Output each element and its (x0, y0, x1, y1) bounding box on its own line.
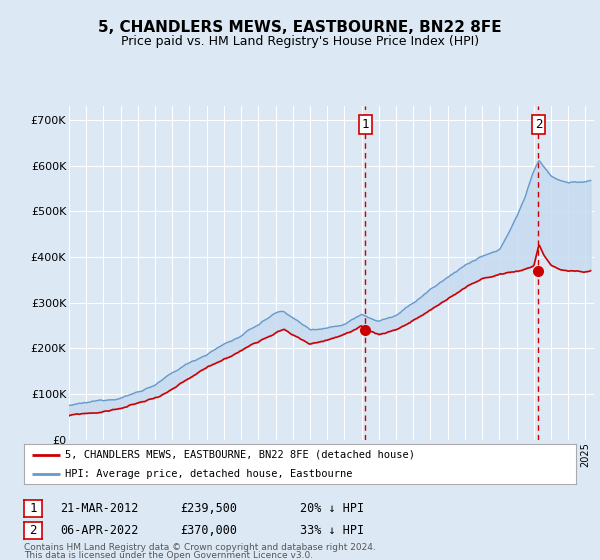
Text: 20% ↓ HPI: 20% ↓ HPI (300, 502, 364, 515)
Text: HPI: Average price, detached house, Eastbourne: HPI: Average price, detached house, East… (65, 469, 353, 478)
Text: 5, CHANDLERS MEWS, EASTBOURNE, BN22 8FE: 5, CHANDLERS MEWS, EASTBOURNE, BN22 8FE (98, 20, 502, 35)
Text: 1: 1 (29, 502, 37, 515)
Text: Contains HM Land Registry data © Crown copyright and database right 2024.: Contains HM Land Registry data © Crown c… (24, 543, 376, 552)
Text: £239,500: £239,500 (180, 502, 237, 515)
Text: 33% ↓ HPI: 33% ↓ HPI (300, 524, 364, 538)
Text: This data is licensed under the Open Government Licence v3.0.: This data is licensed under the Open Gov… (24, 551, 313, 560)
Text: Price paid vs. HM Land Registry's House Price Index (HPI): Price paid vs. HM Land Registry's House … (121, 35, 479, 48)
Text: 2: 2 (29, 524, 37, 538)
Text: 5, CHANDLERS MEWS, EASTBOURNE, BN22 8FE (detached house): 5, CHANDLERS MEWS, EASTBOURNE, BN22 8FE … (65, 450, 415, 460)
Text: £370,000: £370,000 (180, 524, 237, 538)
Text: 21-MAR-2012: 21-MAR-2012 (60, 502, 139, 515)
Text: 2: 2 (535, 118, 542, 131)
Text: 06-APR-2022: 06-APR-2022 (60, 524, 139, 538)
Text: 1: 1 (362, 118, 369, 131)
